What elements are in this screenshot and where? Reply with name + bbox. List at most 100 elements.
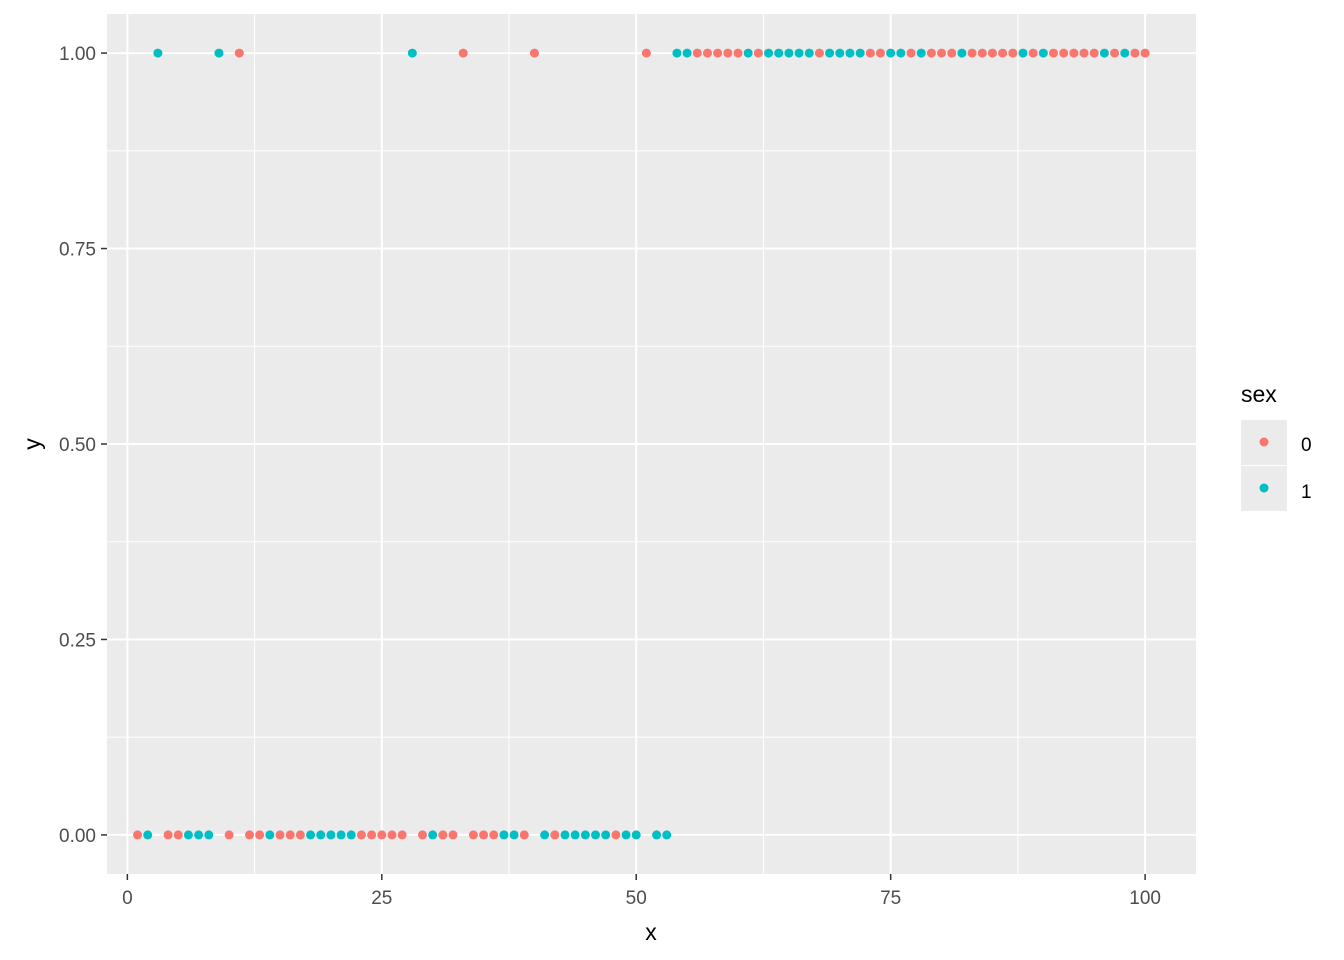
point-sex-1 (743, 48, 753, 58)
point-sex-0 (244, 830, 254, 840)
point-sex-1 (652, 830, 662, 840)
point-sex-0 (977, 48, 987, 58)
point-sex-0 (967, 48, 977, 58)
point-sex-0 (1130, 48, 1140, 58)
y-axis-title: y (19, 438, 45, 450)
point-sex-0 (224, 830, 234, 840)
point-sex-1 (499, 830, 509, 840)
point-sex-0 (234, 48, 244, 58)
point-sex-0 (906, 48, 916, 58)
major-gridlines (107, 14, 1196, 874)
x-axis-title: x (645, 919, 657, 945)
point-sex-0 (377, 830, 387, 840)
x-tick-label: 100 (1129, 888, 1161, 909)
point-sex-0 (173, 830, 183, 840)
y-tick-label: 1.00 (59, 44, 96, 65)
point-sex-0 (713, 48, 723, 58)
point-sex-0 (702, 48, 712, 58)
point-sex-0 (947, 48, 957, 58)
point-sex-1 (509, 830, 519, 840)
point-sex-0 (875, 48, 885, 58)
point-sex-1 (560, 830, 570, 840)
point-sex-0 (814, 48, 824, 58)
point-sex-0 (519, 830, 529, 840)
point-sex-1 (1099, 48, 1109, 58)
point-sex-1 (784, 48, 794, 58)
legend-label-1: 1 (1301, 482, 1312, 503)
point-sex-0 (529, 48, 539, 58)
point-sex-0 (448, 830, 458, 840)
legend: sex 0 1 (1241, 381, 1312, 511)
point-sex-1 (428, 830, 438, 840)
point-sex-1 (764, 48, 774, 58)
legend-title: sex (1241, 381, 1277, 407)
point-sex-0 (753, 48, 763, 58)
point-sex-1 (316, 830, 326, 840)
point-sex-0 (255, 830, 265, 840)
point-sex-0 (1008, 48, 1018, 58)
point-sex-0 (479, 830, 489, 840)
point-sex-1 (265, 830, 275, 840)
point-sex-0 (468, 830, 478, 840)
point-sex-1 (957, 48, 967, 58)
point-sex-1 (1038, 48, 1048, 58)
point-sex-1 (153, 48, 163, 58)
point-sex-0 (438, 830, 448, 840)
x-tick-label: 50 (626, 888, 647, 909)
point-sex-1 (794, 48, 804, 58)
point-sex-1 (631, 830, 641, 840)
point-sex-1 (845, 48, 855, 58)
point-sex-0 (458, 48, 468, 58)
point-sex-1 (601, 830, 611, 840)
legend-key-1 (1259, 483, 1269, 493)
point-sex-0 (418, 830, 428, 840)
point-sex-0 (397, 830, 407, 840)
point-sex-1 (570, 830, 580, 840)
point-sex-1 (326, 830, 336, 840)
point-sex-0 (733, 48, 743, 58)
point-sex-0 (275, 830, 285, 840)
point-sex-0 (926, 48, 936, 58)
y-tick-label: 0.00 (59, 826, 96, 847)
point-sex-0 (1069, 48, 1079, 58)
point-sex-1 (1120, 48, 1130, 58)
legend-label-0: 0 (1301, 435, 1312, 456)
point-sex-1 (916, 48, 926, 58)
point-sex-1 (804, 48, 814, 58)
point-sex-0 (1059, 48, 1069, 58)
x-axis: 0 25 50 75 100 (122, 874, 1161, 909)
point-sex-1 (825, 48, 835, 58)
point-sex-0 (133, 830, 143, 840)
point-sex-0 (865, 48, 875, 58)
point-sex-1 (896, 48, 906, 58)
y-tick-label: 0.25 (59, 630, 96, 651)
point-sex-0 (367, 830, 377, 840)
point-sex-0 (692, 48, 702, 58)
point-sex-1 (774, 48, 784, 58)
point-sex-1 (682, 48, 692, 58)
point-sex-1 (346, 830, 356, 840)
point-sex-1 (143, 830, 153, 840)
point-sex-0 (998, 48, 1008, 58)
point-sex-1 (407, 48, 417, 58)
x-tick-label: 75 (880, 888, 901, 909)
point-sex-0 (987, 48, 997, 58)
point-sex-1 (886, 48, 896, 58)
point-sex-0 (723, 48, 733, 58)
y-tick-label: 0.50 (59, 435, 96, 456)
point-sex-0 (163, 830, 173, 840)
point-sex-0 (1089, 48, 1099, 58)
point-sex-1 (662, 830, 672, 840)
point-sex-1 (855, 48, 865, 58)
point-sex-0 (1049, 48, 1059, 58)
point-sex-0 (1079, 48, 1089, 58)
point-sex-0 (1140, 48, 1150, 58)
point-sex-0 (937, 48, 947, 58)
point-sex-1 (1018, 48, 1028, 58)
point-sex-0 (550, 830, 560, 840)
point-sex-1 (621, 830, 631, 840)
point-sex-1 (214, 48, 224, 58)
point-sex-0 (489, 830, 499, 840)
data-points (133, 48, 1150, 840)
point-sex-0 (1110, 48, 1120, 58)
